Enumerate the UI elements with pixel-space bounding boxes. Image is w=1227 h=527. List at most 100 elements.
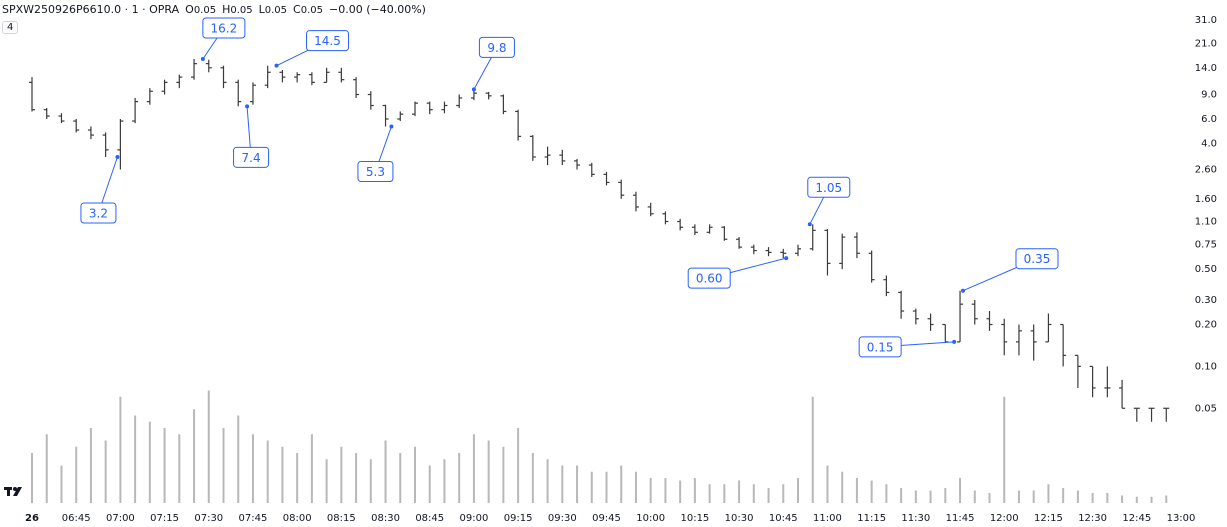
ohlc-bar	[161, 79, 168, 95]
ohlc-bar	[1133, 407, 1140, 422]
x-tick-label: 10:45	[769, 513, 798, 524]
annotation-label: 14.5	[314, 34, 341, 48]
ohlc-bar	[736, 237, 743, 249]
volume-bar	[281, 446, 284, 503]
annotation-label: 7.4	[242, 151, 261, 165]
ohlc-bar	[721, 226, 728, 241]
volume-bar	[414, 446, 416, 503]
x-tick-label: 08:30	[371, 513, 400, 524]
y-tick-label: 0.50	[1195, 264, 1217, 275]
volume-bar	[1121, 495, 1124, 503]
ohlc-bar	[750, 244, 757, 255]
ohlc-bar	[559, 149, 566, 166]
indicators-toggle[interactable]: 4	[2, 21, 19, 34]
volume-bar	[649, 478, 652, 503]
y-tick-label: 0.75	[1195, 240, 1217, 251]
ohlc-bar	[942, 323, 949, 343]
ohlc-bar	[146, 88, 153, 105]
volume-bar	[340, 446, 343, 503]
annotation-point	[784, 256, 789, 261]
volume-bar	[797, 478, 799, 503]
ohlc-bar	[515, 109, 522, 141]
y-tick-label: 31.0	[1195, 15, 1217, 26]
volume-bar	[237, 415, 240, 503]
field-value: 0.05	[264, 5, 288, 16]
annotation-label: 0.15	[867, 340, 894, 354]
volume-bar	[472, 434, 475, 503]
ohlc-bar	[971, 300, 978, 325]
annotation-box	[687, 267, 731, 289]
volume-bar	[89, 428, 92, 503]
ohlc-bar	[824, 229, 831, 276]
volume-bar	[119, 396, 122, 503]
volume-bar	[885, 484, 888, 503]
ohlc-bar	[1045, 313, 1052, 343]
volume-bar	[679, 480, 682, 503]
volume-bar	[207, 390, 210, 503]
ohlc-bar	[367, 91, 374, 110]
volume-bar	[75, 446, 78, 503]
volume-bar	[399, 453, 402, 503]
annotation-box	[80, 202, 117, 224]
x-tick-label: 08:00	[283, 513, 312, 524]
y-tick-label: 0.20	[1195, 320, 1217, 331]
field-value: 0.05	[300, 5, 323, 16]
annotation-point	[807, 222, 812, 227]
y-tick-label: 0.05	[1195, 403, 1217, 414]
ohlc-bar	[43, 107, 50, 119]
ohlc-bar	[426, 101, 433, 115]
ohlc-bar	[780, 248, 787, 259]
annotation-label: 16.2	[211, 21, 238, 35]
ohlc-bar	[529, 135, 536, 161]
y-tick-label: 9.0	[1201, 89, 1217, 100]
ohlc-bar	[308, 72, 315, 86]
volume-bar	[178, 434, 181, 503]
ohlc-bar	[706, 224, 713, 234]
volume-bar	[988, 493, 991, 503]
ohlc-bar	[102, 132, 109, 157]
x-tick-label: 11:15	[857, 513, 886, 524]
volume-bar	[1017, 490, 1020, 503]
tv-logo	[4, 487, 22, 496]
x-tick-label: 11:30	[901, 513, 930, 524]
volume-bar	[870, 480, 873, 503]
ohlc-bar	[323, 67, 330, 83]
x-tick-label: 26	[25, 513, 39, 524]
x-tick-label: 07:00	[106, 513, 135, 524]
symbol: SPXW250926P6610.0 · 1 · OPRA	[2, 3, 180, 16]
volume-bar	[900, 488, 903, 503]
x-tick-label: 11:00	[813, 513, 842, 524]
ohlc-bar	[485, 91, 492, 100]
volume-bar	[45, 434, 48, 503]
volume-bar	[634, 471, 637, 503]
ohlc-bar	[632, 191, 639, 212]
ohlc-bar	[868, 250, 875, 283]
y-tick-label: 0.30	[1195, 295, 1217, 306]
change: −0.00 (−40.00%)	[328, 3, 426, 16]
x-tick-label: 12:30	[1078, 513, 1107, 524]
annotation-label: 9.8	[487, 41, 506, 55]
ohlc-bar	[441, 101, 448, 114]
volume-bar	[782, 484, 785, 503]
volume-bar	[163, 428, 166, 503]
ohlc-bar	[1089, 365, 1096, 398]
ohlc-bar	[809, 224, 816, 251]
y-tick-label: 14.0	[1195, 63, 1217, 74]
annotation-box	[807, 176, 851, 198]
x-tick-label: 09:45	[592, 513, 621, 524]
volume-bar	[296, 453, 299, 503]
ohlc-bar	[191, 58, 198, 80]
volume-bar	[723, 484, 726, 503]
annotation-box	[202, 17, 246, 39]
volume-bar	[1165, 495, 1168, 503]
legend-header: SPXW250926P6610.0 · 1 · OPRA O0.05 H0.05 L0…	[2, 3, 426, 16]
y-tick-label: 6.0	[1201, 114, 1217, 125]
ohlc-bar	[853, 232, 860, 259]
ohlc-bar	[382, 104, 389, 127]
field-key: C	[293, 3, 301, 16]
volume-bar	[605, 471, 608, 503]
volume-bar	[826, 465, 829, 503]
ohlc-bar	[765, 247, 772, 257]
annotation-label: 3.2	[89, 206, 108, 220]
